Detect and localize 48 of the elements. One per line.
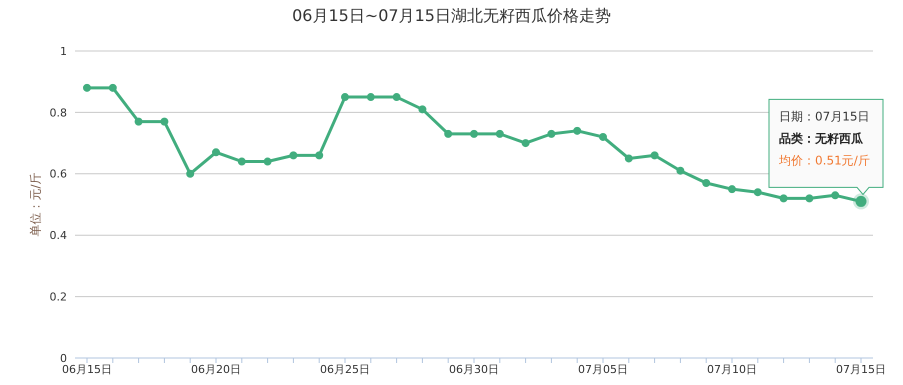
point xyxy=(522,139,530,148)
point xyxy=(392,93,401,102)
point xyxy=(264,158,272,166)
point xyxy=(496,130,504,138)
y-tick-label: 0.4 xyxy=(50,229,67,242)
point xyxy=(780,194,788,202)
x-tick-label: 06月20日 xyxy=(191,362,241,376)
x-tick-label: 06月30日 xyxy=(449,362,499,376)
x-tick-label: 06月25日 xyxy=(320,362,370,376)
point xyxy=(160,118,168,126)
point xyxy=(289,151,298,160)
x-tick-label: 06月15日 xyxy=(62,362,112,376)
chart-title: 06月15日~07月15日湖北无籽西瓜价格走势 xyxy=(291,6,612,27)
point xyxy=(831,191,840,200)
point xyxy=(624,154,633,162)
annotation: 品类：无籽西瓜 xyxy=(779,131,864,146)
point xyxy=(444,130,452,138)
point xyxy=(573,126,582,135)
point xyxy=(83,84,91,92)
point xyxy=(418,105,426,114)
point xyxy=(547,130,556,138)
point xyxy=(702,179,710,188)
y-tick-label: 0.2 xyxy=(50,290,67,304)
point xyxy=(728,185,736,194)
point xyxy=(108,84,117,92)
annotation: 均价：0.51元/斤 xyxy=(778,153,870,168)
annotation: 日期：07月15日 xyxy=(779,109,870,124)
x-tick-label: 07月05日 xyxy=(578,362,628,376)
point xyxy=(366,93,375,102)
point xyxy=(754,188,762,196)
y-tick-label: 0.8 xyxy=(50,106,67,120)
point xyxy=(650,151,659,160)
point xyxy=(238,158,246,166)
x-tick-label: 07月10日 xyxy=(707,362,757,376)
point xyxy=(470,130,478,138)
y-axis-title: 单位：元/斤 xyxy=(28,172,42,237)
y-tick-label: 0 xyxy=(60,352,67,365)
point xyxy=(676,166,684,175)
point xyxy=(186,170,194,178)
point xyxy=(134,118,143,126)
point xyxy=(315,151,324,160)
point xyxy=(599,132,607,141)
y-tick-label: 1 xyxy=(60,44,67,58)
y-tick-label: 0.6 xyxy=(50,168,67,181)
point xyxy=(212,148,220,156)
point xyxy=(805,194,814,202)
x-tick-label: 07月15日 xyxy=(836,362,886,376)
point xyxy=(341,93,349,102)
